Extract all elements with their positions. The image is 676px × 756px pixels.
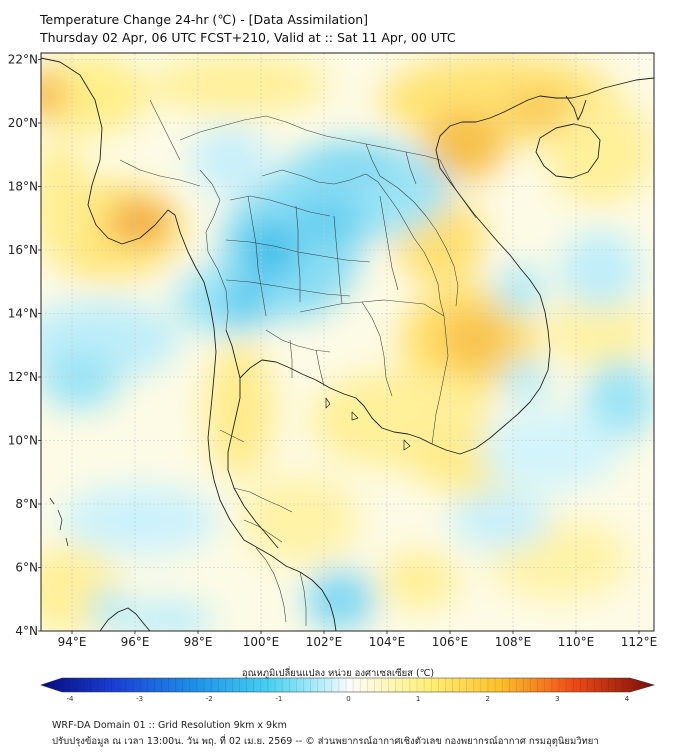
colorbar-tick-label: -2	[206, 695, 213, 703]
footer-credit: ปรับปรุงข้อมูล ณ เวลา 13:00น. วัน พฤ. ที…	[52, 736, 599, 747]
colorbar-tick-label: 4	[625, 695, 630, 703]
lat-tick-label: 10°N	[8, 434, 38, 448]
colorbar-tick-label: -1	[275, 695, 282, 703]
lon-tick-label: 104°E	[369, 635, 406, 649]
lat-tick-label: 16°N	[8, 243, 38, 257]
colorbar-tick-label: 0	[346, 695, 350, 703]
lon-tick-label: 106°E	[432, 635, 469, 649]
colorbar: -4 -3 -2 -1 0 1 2 3 4	[40, 677, 656, 703]
lon-tick-label: 94°E	[58, 635, 87, 649]
lon-tick-label: 108°E	[495, 635, 532, 649]
colorbar-tick-label: 1	[416, 695, 420, 703]
lon-tick-label: 112°E	[621, 635, 658, 649]
colorbar-tick-labels: -4 -3 -2 -1 0 1 2 3 4	[67, 695, 630, 703]
lat-tick-label: 14°N	[8, 307, 38, 321]
lat-tick-label: 4°N	[15, 624, 38, 638]
latitude-labels: 4°N 6°N 8°N 10°N 12°N 14°N 16°N 18°N 20°N 22°N	[8, 53, 41, 638]
lon-tick-label: 96°E	[121, 635, 150, 649]
colorbar-minor-ticks	[68, 678, 624, 692]
gridlines	[41, 53, 654, 631]
colorbar-label: อุณหภูมิเปลี่ยนแปลง หน่วย องศาเซลเซียส (…	[241, 668, 435, 679]
temperature-field	[41, 53, 654, 631]
colorbar-tick-label: 2	[486, 695, 490, 703]
lon-tick-label: 100°E	[243, 635, 280, 649]
longitude-labels: 94°E 96°E 98°E 100°E 102°E 104°E 106°E 108°E 110…	[58, 631, 658, 649]
coastlines	[41, 57, 654, 631]
colorbar-tick-label: 3	[555, 695, 559, 703]
colorbar-bar	[40, 677, 656, 693]
footer-model-info: WRF-DA Domain 01 :: Grid Resolution 9km …	[52, 720, 287, 731]
lon-tick-label: 110°E	[558, 635, 595, 649]
lat-tick-label: 18°N	[8, 180, 38, 194]
lat-tick-label: 12°N	[8, 370, 38, 384]
lat-tick-label: 22°N	[8, 53, 38, 67]
lon-tick-label: 102°E	[306, 635, 343, 649]
lon-tick-label: 98°E	[184, 635, 213, 649]
map-frame	[40, 52, 655, 632]
colorbar-tick-label: -4	[67, 695, 75, 703]
admin-borders	[119, 99, 477, 626]
colorbar-tick-label: -3	[136, 695, 143, 703]
lat-tick-label: 8°N	[15, 497, 38, 511]
lat-tick-label: 20°N	[8, 116, 38, 130]
lat-tick-label: 6°N	[15, 561, 38, 575]
chart-subtitle: Thursday 02 Apr, 06 UTC FCST+210, Valid …	[40, 30, 456, 45]
chart-title: Temperature Change 24-hr (℃) - [Data Ass…	[40, 12, 369, 27]
